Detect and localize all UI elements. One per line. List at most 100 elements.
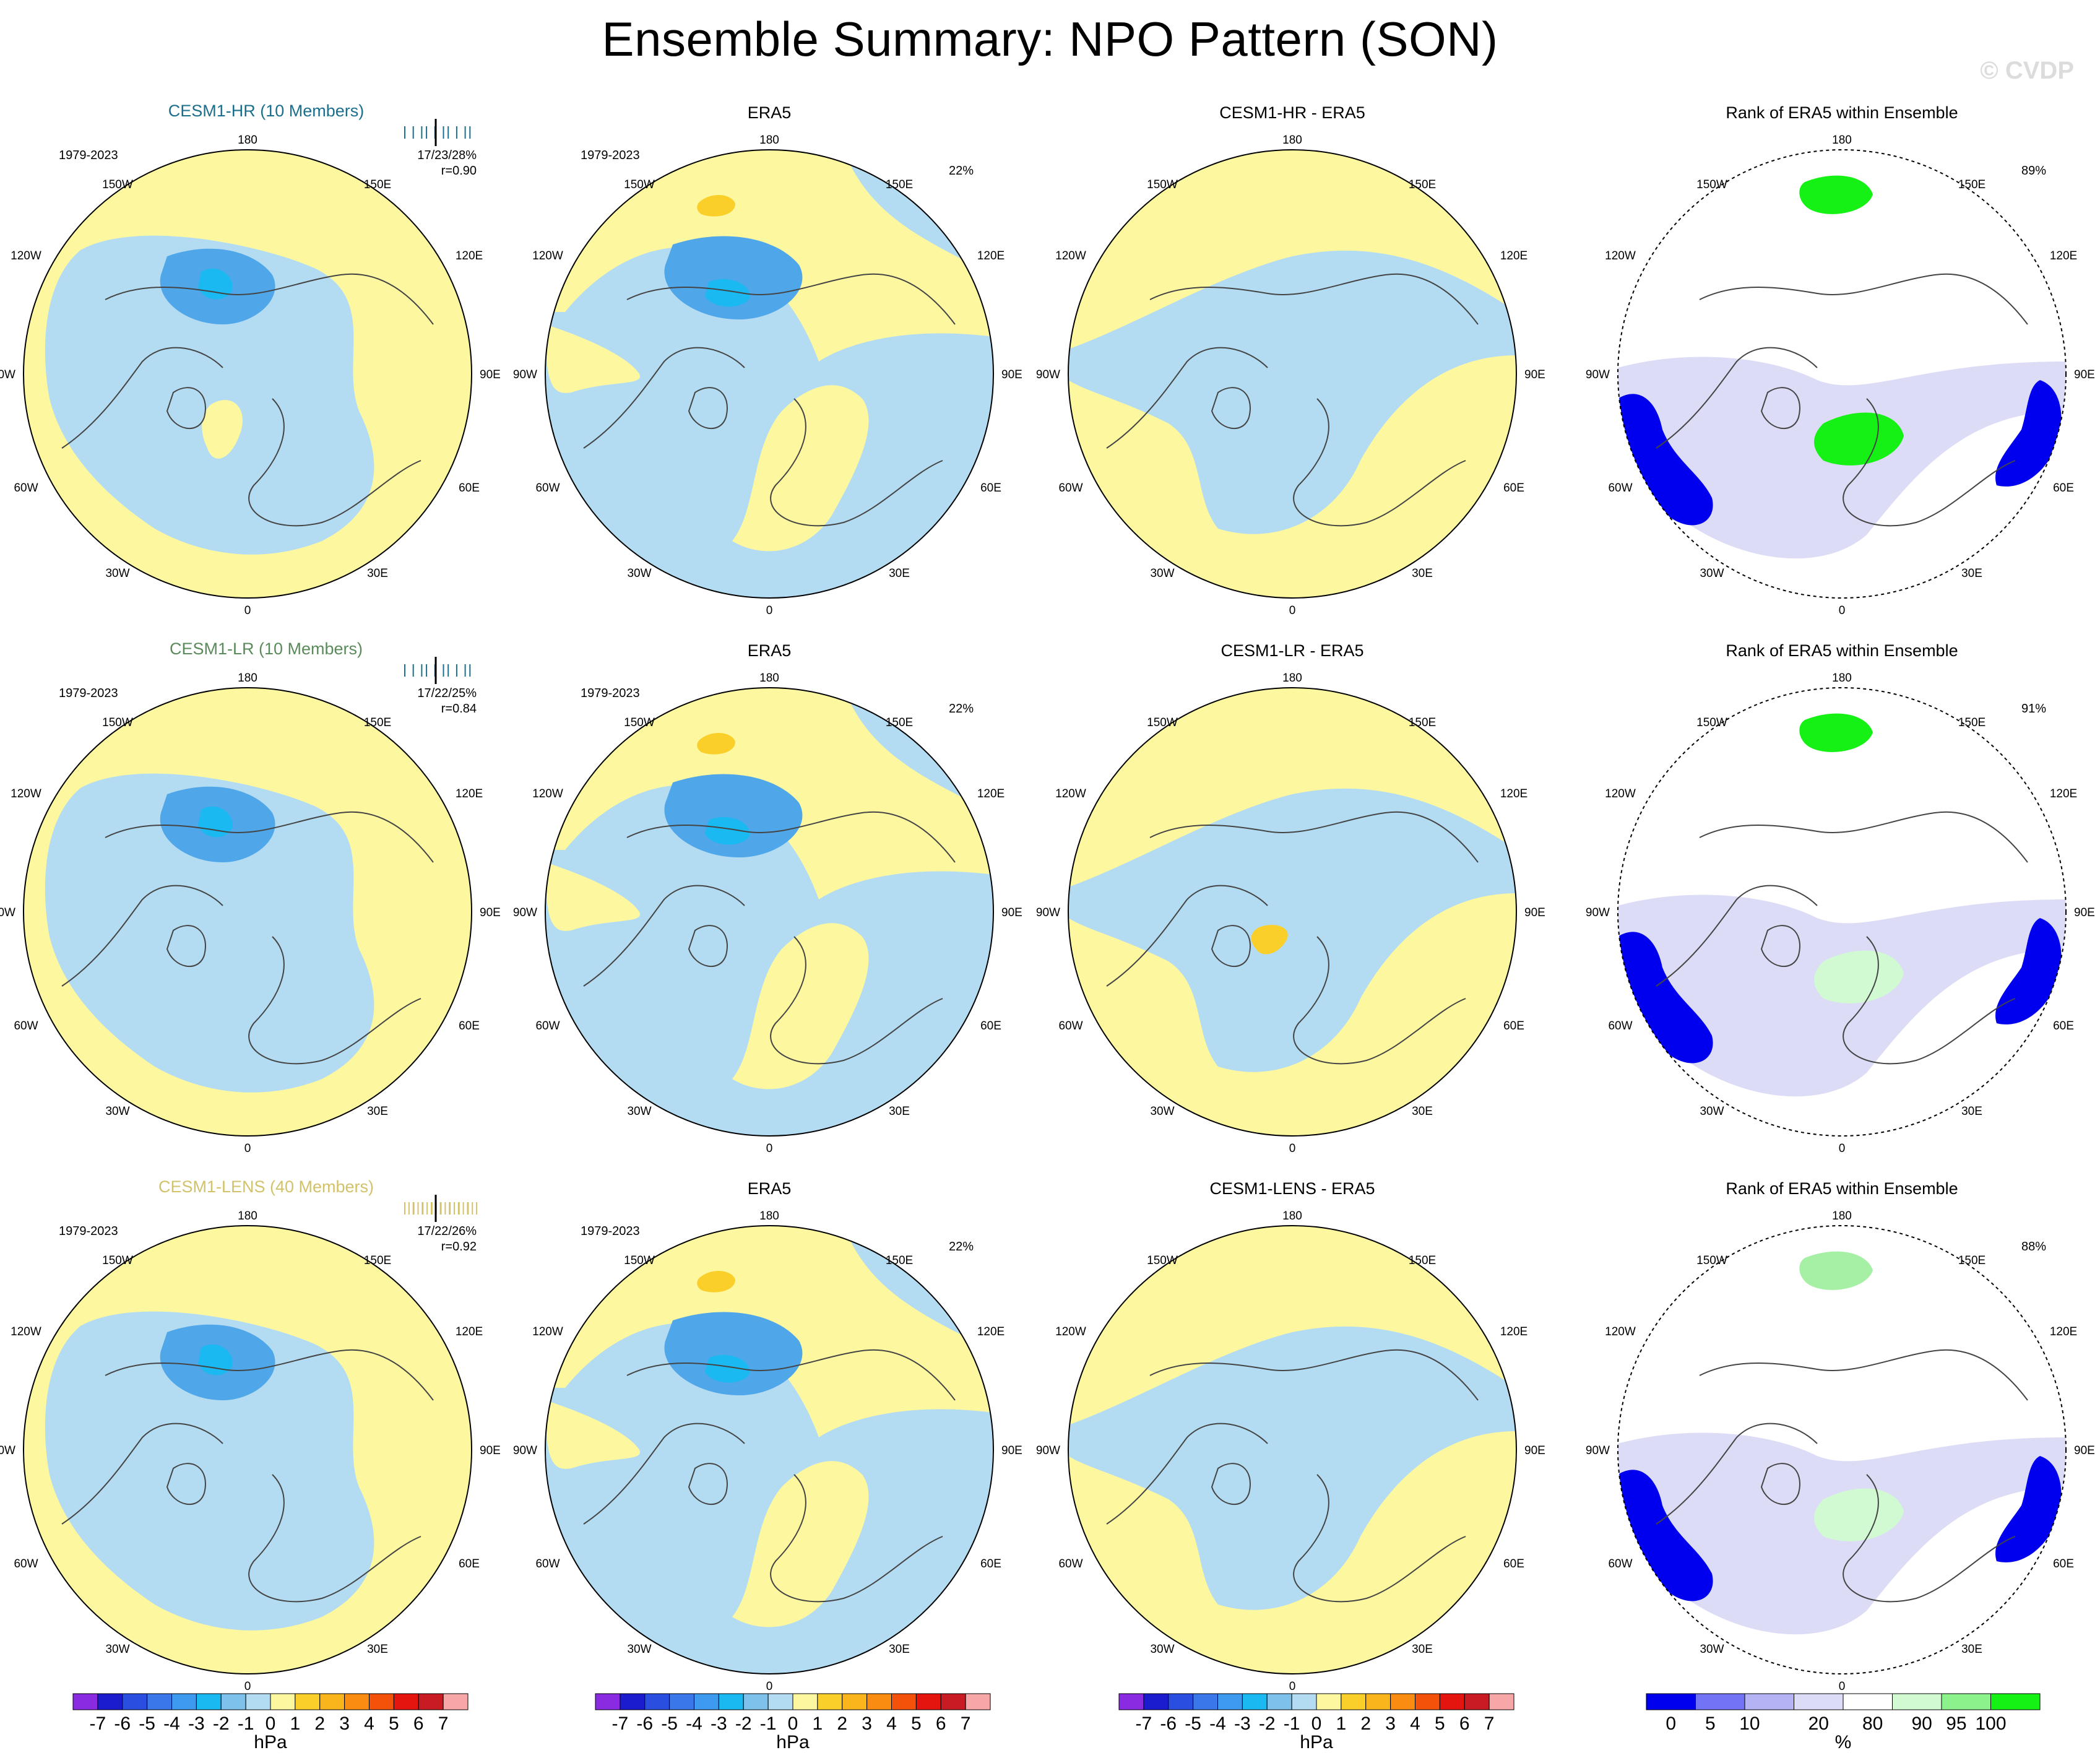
lon-label-right_upper: 150E <box>1409 716 1436 729</box>
colorbar-tick-label: -3 <box>1234 1713 1251 1734</box>
colorbar-swatch <box>866 1693 892 1710</box>
map-fill <box>24 150 472 598</box>
map-fill <box>545 150 993 598</box>
lon-label-left_upper: 150W <box>1696 1254 1727 1267</box>
lon-label-right_lower: 30E <box>889 1643 910 1656</box>
lon-label-bottom: 0 <box>766 1680 773 1693</box>
lon-label-right_mid: 90E <box>2074 1444 2095 1457</box>
coastline <box>1760 387 1800 429</box>
colorbar-swatch <box>72 1693 98 1710</box>
colorbar-tick-label: 10 <box>1739 1713 1760 1734</box>
minimum-core <box>198 268 233 300</box>
lon-label-top: 180 <box>759 134 779 147</box>
colorbar-tick-label: 6 <box>1459 1713 1470 1734</box>
coastline <box>1843 398 2016 527</box>
colorbar-swatch <box>1744 1693 1794 1710</box>
colorbar-tick-label: 5 <box>1705 1713 1716 1734</box>
lon-label-bottom: 0 <box>766 1142 773 1155</box>
colorbar-tick-label: -5 <box>661 1713 678 1734</box>
diff-panel-title: CESM1-LENS - ERA5 <box>1209 1179 1375 1198</box>
lon-label-right_mid_upper: 120E <box>456 249 483 262</box>
strong-negative-region <box>664 236 803 319</box>
map-fill <box>1068 150 1516 598</box>
lon-label-right_lower: 30E <box>889 1105 910 1118</box>
lon-label-left_mid_lower: 60W <box>1058 1557 1082 1570</box>
lon-label-left_mid_upper: 120W <box>1605 1325 1636 1338</box>
coastline <box>1760 1463 1800 1505</box>
lon-label-bottom: 0 <box>766 604 773 617</box>
colorbar-tick-label: -5 <box>1185 1713 1201 1734</box>
colorbar-swatch <box>1464 1693 1490 1710</box>
coastline <box>1656 347 1818 449</box>
colorbar-tick-label: 95 <box>1946 1713 1966 1734</box>
lon-label-left_mid_lower: 60W <box>1608 1020 1632 1033</box>
lon-label-right_mid_lower: 60E <box>2053 482 2074 495</box>
lon-label-right_mid: 90E <box>480 368 501 381</box>
lon-label-right_lower: 30E <box>1412 567 1433 580</box>
map-fill <box>1618 1226 2066 1674</box>
coastline <box>1843 936 2016 1065</box>
lon-label-left_lower: 30W <box>1700 1105 1724 1118</box>
lon-label-right_upper: 150E <box>364 178 391 191</box>
map-fill <box>1618 150 2066 598</box>
lon-label-left_mid: 90W <box>513 906 537 919</box>
negative-difference-region <box>1068 250 1516 534</box>
lon-label-right_mid_lower: 60E <box>459 1557 480 1570</box>
lon-label-bottom: 0 <box>1289 1142 1296 1155</box>
lon-label-right_mid: 90E <box>1001 1444 1022 1457</box>
colorbar-unit-label: hPa <box>1300 1732 1333 1752</box>
lon-label-left_lower: 30W <box>105 1105 129 1118</box>
colorbar-tick-label: -1 <box>1284 1713 1300 1734</box>
lon-label-left_mid_lower: 60W <box>1058 1020 1082 1033</box>
colorbar-swatch <box>393 1693 419 1710</box>
colorbar-swatch <box>1143 1693 1169 1710</box>
minimum-core <box>705 279 750 307</box>
colorbar-tick-label: 3 <box>339 1713 350 1734</box>
colorbar-swatch <box>1316 1693 1342 1710</box>
colorbar-swatch <box>1439 1693 1465 1710</box>
lon-label-right_lower: 30E <box>1961 1643 1982 1656</box>
model-panel-title: CESM1-LR (10 Members) <box>170 639 363 658</box>
strong-negative-region <box>664 774 803 857</box>
colorbar-unit-label: % <box>1835 1732 1852 1752</box>
colorbar-swatch <box>270 1693 296 1710</box>
map-boundary <box>1068 687 1517 1137</box>
lon-label-left_mid_upper: 120W <box>1055 1325 1086 1338</box>
lon-label-left_mid: 90W <box>513 368 537 381</box>
lon-label-left_upper: 150W <box>1696 716 1727 729</box>
strong-negative-region <box>160 1324 275 1400</box>
lon-label-right_mid: 90E <box>2074 368 2095 381</box>
colorbar-tick-label: 4 <box>886 1713 897 1734</box>
colorbar-swatch <box>644 1693 670 1710</box>
colorbar-tick-label: -1 <box>238 1713 254 1734</box>
colorbar-swatch <box>1266 1693 1292 1710</box>
colorbar-swatch <box>1341 1693 1367 1710</box>
lon-label-left_upper: 150W <box>624 178 655 191</box>
colorbar-tick-label: 2 <box>1360 1713 1371 1734</box>
map-fill <box>545 688 993 1136</box>
colorbar-swatch <box>1390 1693 1415 1710</box>
coastline <box>166 387 206 429</box>
lon-label-right_mid_lower: 60E <box>459 482 480 495</box>
coastline <box>583 347 745 449</box>
map-fill <box>1618 688 2066 1136</box>
rank-low-region <box>1618 357 2066 559</box>
lon-label-right_mid_upper: 120E <box>2050 249 2077 262</box>
negative-difference-region <box>1068 788 1516 1072</box>
coastline <box>770 936 943 1065</box>
colorbar-swatch <box>669 1693 694 1710</box>
colorbar-swatch <box>1118 1693 1144 1710</box>
colorbar-tick-label: -6 <box>114 1713 131 1734</box>
lon-label-right_mid: 90E <box>1524 1444 1545 1457</box>
colorbar-tick-label: 1 <box>813 1713 823 1734</box>
colorbar-tick-label: -7 <box>90 1713 106 1734</box>
colorbar-tick-label: 3 <box>862 1713 872 1734</box>
lon-label-left_upper: 150W <box>102 1254 133 1267</box>
coastline <box>1656 885 1818 987</box>
positive-maximum <box>697 732 735 755</box>
lon-label-left_mid_upper: 120W <box>1055 249 1086 262</box>
coastline <box>248 936 421 1065</box>
